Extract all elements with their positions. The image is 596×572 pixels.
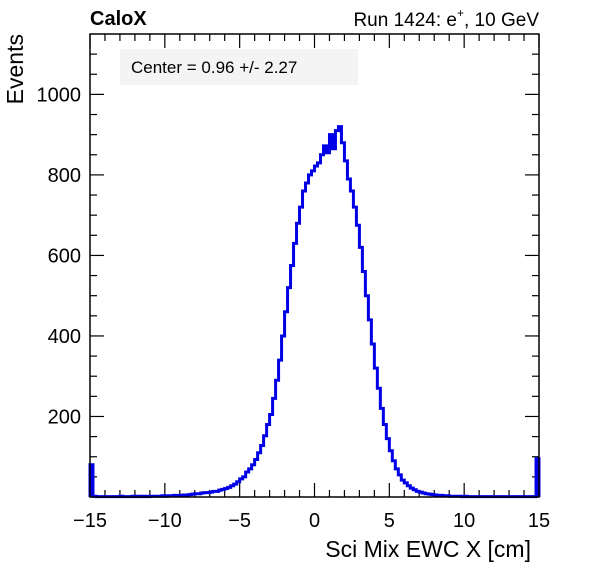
plot-frame <box>89 33 540 498</box>
x-tick-label: 15 <box>528 510 550 532</box>
y-tick-label: 200 <box>48 406 81 428</box>
axis-ticks <box>89 34 540 497</box>
run-info-superscript: + <box>457 6 464 20</box>
x-tick-label: 0 <box>309 510 320 532</box>
tick-labels: −15 −10 −5 0 5 10 15 200 400 600 800 1000 <box>37 84 551 532</box>
annotation-box <box>120 49 358 85</box>
x-tick-label: 5 <box>384 510 395 532</box>
y-tick-label: 800 <box>48 165 81 187</box>
y-axis-title: Events <box>2 34 28 104</box>
run-info-suffix: , 10 GeV <box>464 10 539 31</box>
run-info-prefix: Run 1424: e <box>353 10 457 31</box>
x-tick-label: −10 <box>148 510 182 532</box>
run-info-label: Run 1424: e+, 10 GeV <box>353 6 539 31</box>
experiment-label: CaloX <box>90 8 147 30</box>
x-tick-label: −5 <box>228 510 251 532</box>
y-tick-label: 1000 <box>37 84 82 106</box>
x-axis-title: Sci Mix EWC X [cm] <box>325 536 531 562</box>
center-annotation: Center = 0.96 +/- 2.27 <box>131 58 297 77</box>
y-tick-label: 600 <box>48 245 81 267</box>
x-tick-label: 10 <box>453 510 475 532</box>
x-tick-label: −15 <box>73 510 107 532</box>
y-tick-label: 400 <box>48 326 81 348</box>
histogram-series-line <box>88 125 541 499</box>
